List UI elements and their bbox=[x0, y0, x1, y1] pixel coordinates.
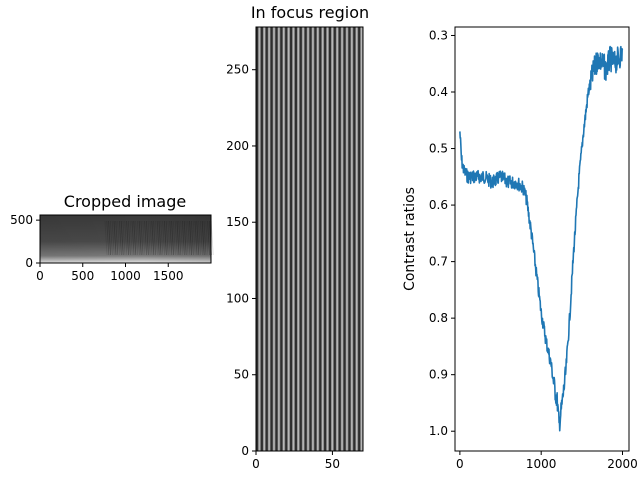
focus-stripe-dark bbox=[265, 27, 268, 451]
contrast-plot-ytick-label: 0.9 bbox=[429, 368, 448, 382]
focus-stripe-light bbox=[292, 27, 295, 451]
contrast-plot-xtick-label: 2000 bbox=[607, 457, 638, 471]
contrast-plot-ytick-label: 0.4 bbox=[429, 85, 448, 99]
cropped-image-xtick-label: 500 bbox=[71, 269, 94, 283]
cropped-image-title: Cropped image bbox=[64, 192, 186, 211]
focus-stripe-dark bbox=[309, 27, 312, 451]
cropped-image-fringe bbox=[210, 220, 214, 256]
focus-stripe-dark bbox=[314, 27, 317, 451]
focus-stripe-light bbox=[321, 27, 324, 451]
contrast-ratio-plot: 0 1000 2000 0.3 0.4 0.5 0.6 0.7 0.8 0.9 1.0 Contra… bbox=[402, 26, 638, 471]
focus-stripe-light bbox=[351, 27, 353, 451]
focus-stripe-light bbox=[282, 27, 285, 451]
focus-stripe-light bbox=[287, 27, 290, 451]
focus-stripe-light bbox=[307, 27, 309, 451]
in-focus-region-panel: In focus region 0 50 0 50 100 150 200 250 bbox=[226, 3, 369, 471]
focus-stripe-dark bbox=[353, 27, 356, 451]
contrast-plot-xtick-label: 0 bbox=[456, 457, 464, 471]
focus-stripe-dark bbox=[270, 27, 273, 451]
focus-stripe-dark bbox=[285, 27, 288, 451]
contrast-plot-ylabel: Contrast ratios bbox=[402, 187, 418, 291]
cropped-image-ytick-label: 0 bbox=[25, 256, 33, 270]
focus-stripe-dark bbox=[260, 27, 263, 451]
focus-stripe-light bbox=[278, 27, 280, 451]
focus-stripe-light bbox=[326, 27, 329, 451]
focus-stripe-dark bbox=[328, 27, 331, 451]
in-focus-region-stripes bbox=[256, 27, 363, 451]
cropped-image-xtick-label: 0 bbox=[36, 269, 44, 283]
in-focus-region-ytick-label: 100 bbox=[226, 291, 249, 305]
contrast-plot-ytick-label: 0.3 bbox=[429, 28, 448, 42]
in-focus-region-xtick-label: 50 bbox=[325, 457, 340, 471]
in-focus-region-ytick-label: 200 bbox=[226, 139, 249, 153]
focus-stripe-light bbox=[273, 27, 275, 451]
focus-stripe-light bbox=[331, 27, 334, 451]
focus-stripe-dark bbox=[256, 27, 259, 451]
contrast-plot-ytick-label: 0.5 bbox=[429, 142, 448, 156]
focus-stripe-dark bbox=[348, 27, 351, 451]
in-focus-region-ytick-label: 250 bbox=[226, 63, 249, 77]
contrast-ratio-line bbox=[459, 45, 624, 432]
focus-stripe-light bbox=[302, 27, 304, 451]
focus-stripe-dark bbox=[343, 27, 346, 451]
focus-stripe-light bbox=[341, 27, 343, 451]
in-focus-region-ytick-label: 50 bbox=[234, 368, 249, 382]
in-focus-region-ytick-label: 0 bbox=[241, 444, 249, 458]
cropped-image-xtick-label: 1000 bbox=[110, 269, 141, 283]
focus-stripe-dark bbox=[290, 27, 293, 451]
focus-stripe-light bbox=[317, 27, 319, 451]
focus-stripe-dark bbox=[324, 27, 327, 451]
cropped-image-xtick-label: 1500 bbox=[153, 269, 184, 283]
focus-stripe-dark bbox=[299, 27, 302, 451]
focus-stripe-dark bbox=[280, 27, 283, 451]
focus-stripe-dark bbox=[338, 27, 341, 451]
in-focus-region-ytick-label: 150 bbox=[226, 215, 249, 229]
focus-stripe-light bbox=[360, 27, 363, 451]
contrast-plot-ytick-label: 0.8 bbox=[429, 311, 448, 325]
focus-stripe-light bbox=[297, 27, 300, 451]
contrast-plot-xtick-label: 1000 bbox=[526, 457, 557, 471]
cropped-image-shade bbox=[40, 215, 211, 263]
focus-stripe-dark bbox=[333, 27, 336, 451]
focus-stripe-light bbox=[258, 27, 261, 451]
cropped-image-fringes bbox=[40, 215, 214, 263]
focus-stripe-light bbox=[355, 27, 358, 451]
in-focus-region-xtick-label: 0 bbox=[252, 457, 260, 471]
focus-stripe-dark bbox=[358, 27, 361, 451]
focus-stripe-dark bbox=[294, 27, 297, 451]
contrast-plot-ytick-label: 1.0 bbox=[429, 424, 448, 438]
focus-stripe-light bbox=[336, 27, 338, 451]
focus-stripe-dark bbox=[304, 27, 307, 451]
cropped-image-ytick-label: 500 bbox=[10, 213, 33, 227]
cropped-image-panel: Cropped image 0 500 1000 1500 0 500 bbox=[10, 192, 214, 283]
focus-stripe-light bbox=[268, 27, 270, 451]
focus-stripe-light bbox=[263, 27, 265, 451]
contrast-plot-frame bbox=[454, 26, 630, 452]
focus-stripe-dark bbox=[275, 27, 278, 451]
in-focus-region-title: In focus region bbox=[251, 3, 369, 22]
contrast-plot-ytick-label: 0.6 bbox=[429, 198, 448, 212]
focus-stripe-light bbox=[312, 27, 314, 451]
in-focus-region-frame bbox=[255, 26, 364, 452]
contrast-plot-ytick-label: 0.7 bbox=[429, 255, 448, 269]
focus-stripe-dark bbox=[319, 27, 322, 451]
focus-stripe-light bbox=[346, 27, 348, 451]
